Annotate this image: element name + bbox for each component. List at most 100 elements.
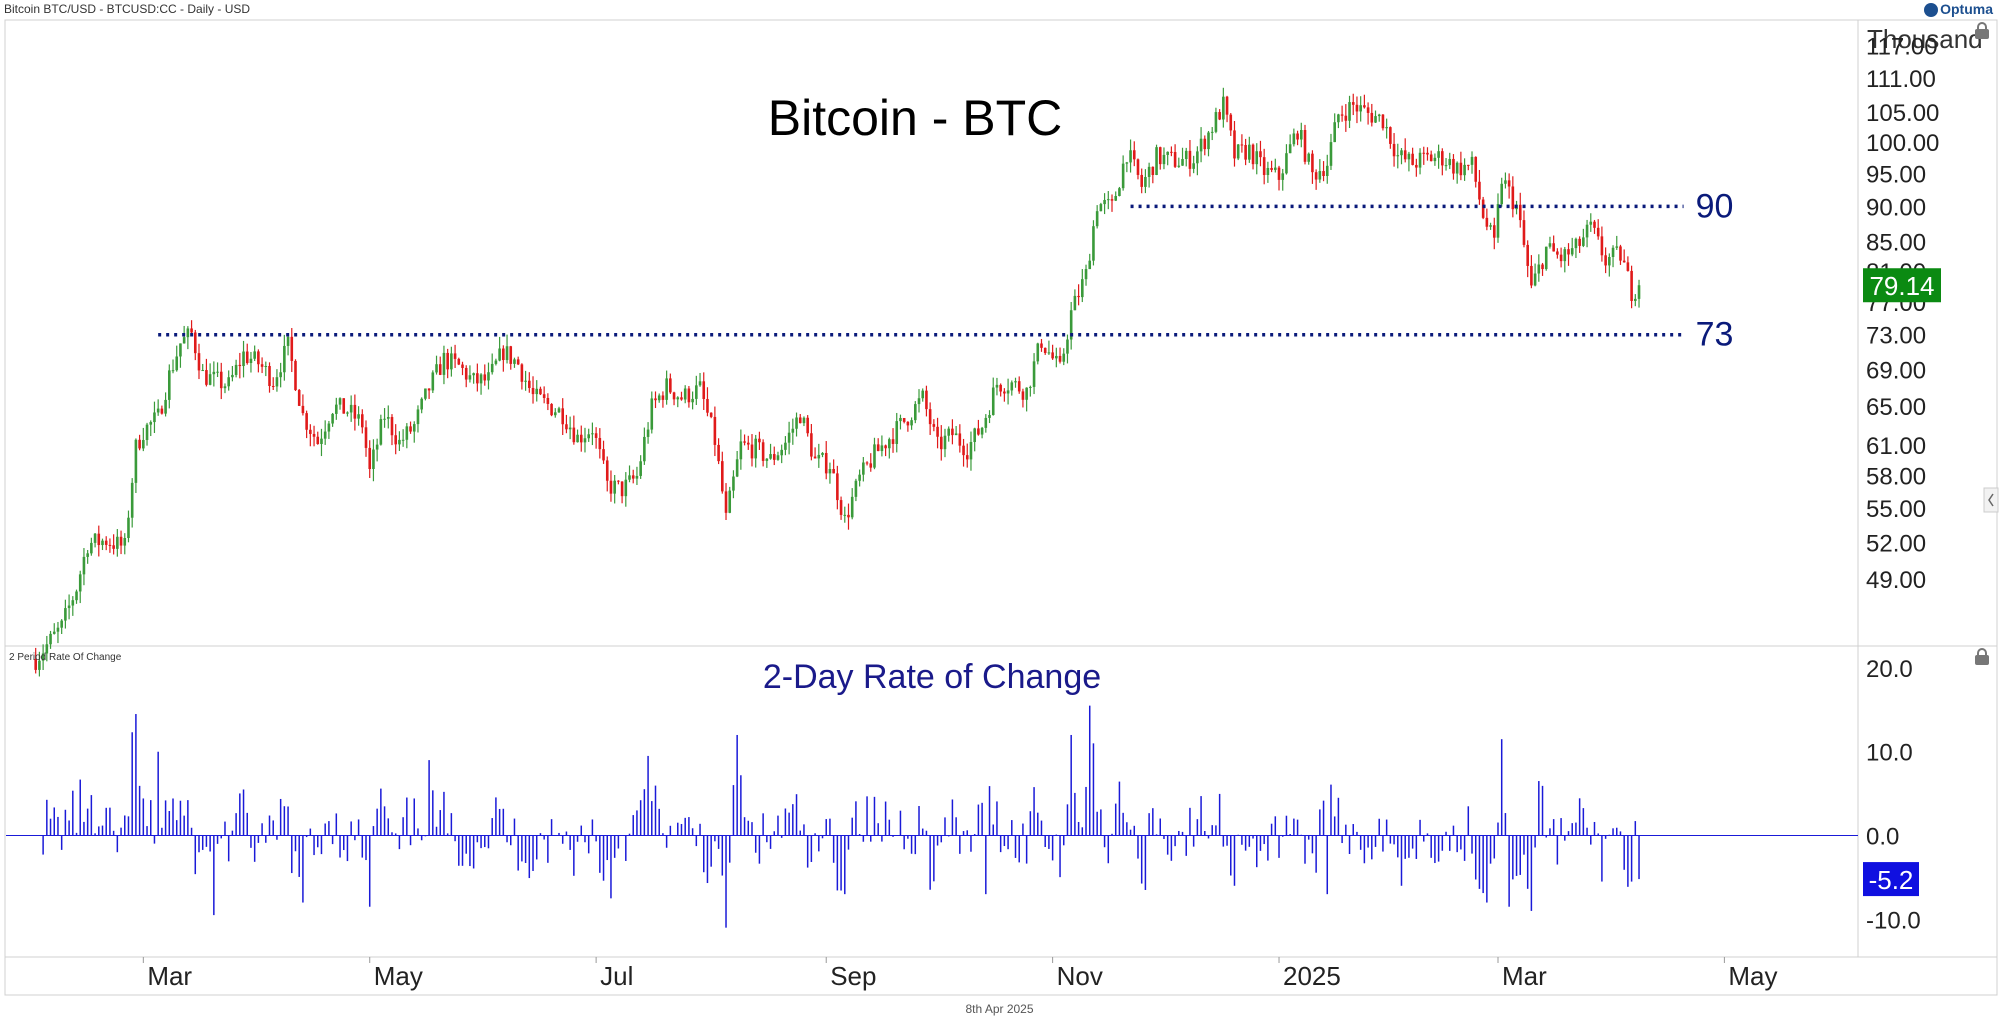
candle-body [1077, 295, 1080, 298]
candle-body [1485, 217, 1489, 227]
candle-body [932, 424, 936, 427]
candle-body [93, 533, 97, 543]
candle-body [1604, 255, 1607, 266]
candle-body [1411, 153, 1414, 165]
candle-body [86, 553, 89, 557]
last-price-label: 79.14 [1869, 271, 1934, 301]
roc-title: 2-Day Rate of Change [763, 658, 1101, 696]
candle-body [921, 390, 925, 399]
candle-body [372, 449, 375, 470]
candle-body [884, 445, 887, 449]
candle-body [617, 480, 620, 482]
roc-panel[interactable]: 2 Period Rate Of Change 2-Day Rate of Cha… [6, 652, 1921, 934]
candle-body [487, 372, 490, 381]
lock-icon[interactable] [1975, 648, 1989, 665]
candle-body [1029, 386, 1032, 388]
level-label-73: 73 [1696, 316, 1734, 354]
candle-body [1233, 130, 1236, 159]
candle-body [242, 351, 245, 367]
candle-body [1184, 150, 1188, 159]
candle-body [1355, 104, 1359, 112]
candle-body [728, 490, 732, 513]
candle-body [249, 358, 253, 364]
roc-panel-label: 2 Period Rate Of Change [9, 652, 122, 663]
x-tick-label: Nov [1057, 961, 1103, 991]
candle-body [238, 364, 242, 367]
lock-shackle [1977, 22, 1987, 30]
candle-body [386, 417, 390, 419]
candle-body [724, 491, 728, 513]
candle-body [1400, 150, 1403, 156]
price-panel[interactable]: Bitcoin - BTC Thousand 49.00 52.00 55.00 58.0… [34, 24, 1983, 677]
candle-body [516, 359, 520, 365]
candle-body [82, 556, 86, 575]
candle-body [379, 419, 383, 445]
candle-body [1496, 204, 1500, 238]
candle-body [1448, 158, 1452, 166]
y-tick-label: 85.00 [1866, 229, 1926, 256]
candle-body [962, 445, 965, 456]
candle-body [1582, 237, 1585, 246]
candlestick-series[interactable] [34, 87, 1641, 677]
candle-body [1106, 199, 1110, 201]
candle-body [609, 480, 613, 494]
candle-body [1188, 150, 1192, 169]
candle-body [394, 435, 397, 445]
candle-body [561, 408, 565, 425]
candle-body [1530, 265, 1533, 286]
candle-body [1136, 159, 1140, 175]
candle-body [1589, 221, 1593, 225]
candle-body [1121, 163, 1125, 189]
candle-body [1311, 153, 1314, 173]
candle-body [1299, 130, 1303, 140]
candle-body [1058, 355, 1062, 362]
candle-body [45, 644, 49, 654]
roc-bars[interactable] [42, 705, 1640, 928]
candle-body [531, 387, 535, 395]
collapse-chevron-icon[interactable] [1983, 487, 1999, 513]
lock-icon[interactable] [1975, 22, 1989, 39]
candle-body [1337, 114, 1340, 123]
candle-body [353, 404, 357, 419]
brand-name: Optuma [1940, 1, 1993, 17]
candle-body [97, 533, 101, 546]
roc-tick-label: 10.0 [1866, 740, 1913, 767]
candle-body [832, 468, 835, 474]
candle-body [1173, 151, 1177, 167]
candle-body [546, 397, 550, 404]
candle-body [1344, 115, 1348, 121]
candle-body [1608, 256, 1611, 266]
candle-body [1066, 339, 1069, 354]
candle-body [631, 475, 635, 479]
candle-body [1248, 144, 1251, 160]
candle-body [342, 398, 346, 414]
candle-body [761, 442, 765, 461]
candle-body [624, 479, 628, 497]
candle-body [732, 476, 735, 491]
candle-body [305, 413, 308, 430]
x-tick-label: Jul [600, 961, 633, 991]
candle-body [1626, 262, 1630, 271]
candle-body [1463, 164, 1466, 176]
roc-tick-label: -10.0 [1866, 907, 1921, 934]
candle-body [1040, 343, 1043, 348]
candle-body [1296, 133, 1299, 140]
candle-body [973, 428, 976, 443]
candle-body [279, 372, 282, 378]
candle-body [869, 463, 873, 468]
candle-body [1062, 353, 1066, 362]
candle-body [349, 404, 353, 413]
candle-body [1158, 147, 1162, 165]
candle-body [977, 428, 980, 435]
candle-body [784, 442, 787, 450]
candle-body [253, 351, 256, 359]
candle-body [654, 398, 657, 401]
candle-body [951, 428, 954, 436]
candle-body [346, 412, 349, 414]
candle-body [1214, 112, 1218, 132]
candle-body [683, 388, 687, 400]
candle-body [669, 378, 672, 393]
x-tick-label: May [374, 961, 423, 991]
candle-body [1017, 381, 1021, 392]
